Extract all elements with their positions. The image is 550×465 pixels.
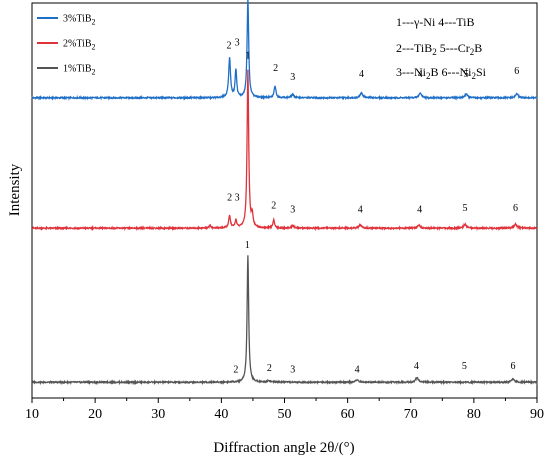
x-tick-label: 90: [530, 407, 544, 422]
phase-key-line-3: 3---Ni2B 6---Ni2Si: [396, 65, 487, 81]
peak-label: 4: [358, 204, 363, 215]
peak-label: 6: [514, 66, 519, 77]
legend-entry: 3%TiB2: [63, 14, 96, 27]
legend-entry: 2%TiB2: [63, 39, 96, 52]
peak-label: 2: [267, 363, 272, 374]
peak-label-layer: 23123445612323445612234456: [226, 37, 519, 375]
series-line-3%TiB2: [31, 0, 538, 101]
peak-label: 2: [273, 63, 278, 74]
peak-label: 1: [245, 240, 250, 251]
peak-label: 3: [290, 204, 295, 215]
phase-key: 1---γ-Ni 4---TiB 2---TiB2 5---Cr2B 3---N…: [396, 15, 487, 81]
phase-key-line-2: 2---TiB2 5---Cr2B: [396, 41, 482, 57]
peak-label: 3: [290, 364, 295, 375]
peak-label: 4: [418, 69, 423, 80]
peak-label: 2: [271, 200, 276, 211]
x-tick-label: 30: [151, 407, 165, 422]
peak-label: 4: [359, 69, 364, 80]
x-tick-layer: 10 20 30 40 50 60 70 80 90: [25, 398, 544, 422]
peak-label: 4: [355, 364, 360, 375]
y-axis-title: Intensity: [7, 163, 23, 216]
x-tick-label: 10: [25, 407, 39, 422]
legend: 3%TiB2 2%TiB2 1%TiB2: [37, 14, 96, 77]
series-line-2%TiB2: [31, 69, 538, 232]
series-layer: [31, 0, 538, 386]
plot-frame: [31, 2, 538, 399]
peak-label: 1: [245, 50, 250, 61]
x-tick-label: 20: [88, 407, 102, 422]
phase-key-line-1: 1---γ-Ni 4---TiB: [396, 15, 475, 29]
legend-entry: 1%TiB2: [63, 64, 96, 77]
peak-label: 3: [235, 37, 240, 48]
peak-label: 3: [290, 72, 295, 83]
peak-label: 2: [233, 364, 238, 375]
peak-label: 6: [513, 203, 518, 214]
peak-label: 3: [235, 193, 240, 204]
x-axis-title: Diffraction angle 2θ/(°): [213, 440, 354, 456]
peak-label: 4: [414, 361, 419, 372]
peak-label: 5: [464, 69, 469, 80]
x-tick-label: 80: [467, 407, 481, 422]
peak-label: 6: [511, 361, 516, 372]
peak-label: 5: [463, 203, 468, 214]
peak-label: 2: [227, 193, 232, 204]
peak-label: 5: [462, 361, 467, 372]
x-tick-label: 70: [404, 407, 418, 422]
peak-label: 4: [417, 204, 422, 215]
series-line-1%TiB2: [31, 255, 538, 386]
peak-label: 2: [226, 40, 231, 51]
x-tick-label: 60: [341, 407, 355, 422]
x-tick-label: 50: [278, 407, 292, 422]
x-tick-label: 40: [214, 407, 228, 422]
